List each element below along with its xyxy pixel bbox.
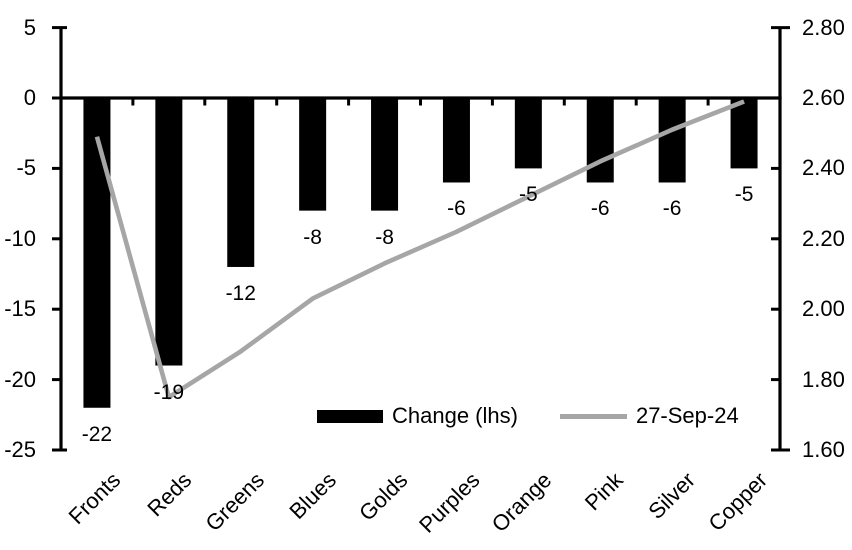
- series-line: [94, 99, 745, 400]
- legend-bar-swatch: [317, 409, 383, 423]
- legend-line-swatch: [559, 413, 627, 419]
- legend-line-label: 27-Sep-24: [635, 403, 739, 428]
- bar-reds: [155, 98, 183, 366]
- bar-purples: [442, 98, 470, 183]
- bar-golds: [371, 98, 399, 211]
- bar-pink: [586, 98, 614, 183]
- legend: Change (lhs) 27-Sep-24: [317, 402, 739, 430]
- bar-greens: [227, 98, 255, 267]
- bar-orange: [514, 98, 542, 169]
- bar-silver: [658, 98, 686, 183]
- legend-bar-label: Change (lhs): [392, 403, 518, 428]
- bar-copper: [730, 98, 758, 169]
- bar-fronts: [83, 98, 111, 408]
- bar-blues: [299, 98, 327, 211]
